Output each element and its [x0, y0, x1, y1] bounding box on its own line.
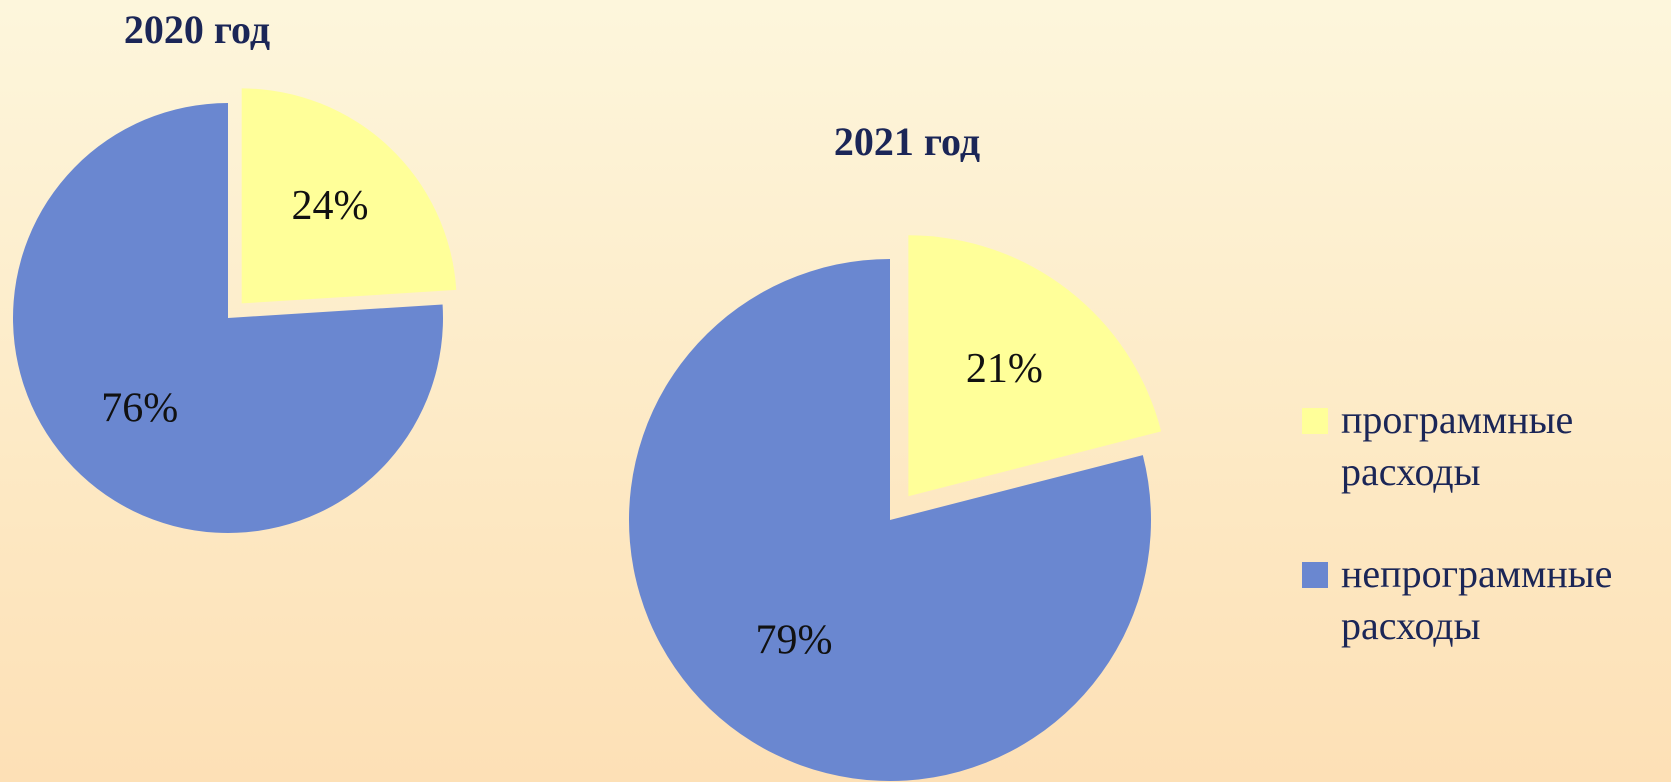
data-label: 21% [966, 346, 1043, 392]
legend-item: непрограммные расходы [1300, 548, 1660, 678]
legend-swatch [1302, 562, 1328, 588]
pie-slice [629, 259, 1151, 781]
legend-swatch [1302, 408, 1328, 434]
chart-title: 2021 год [834, 119, 980, 164]
legend-label: непрограммные расходы [1341, 551, 1613, 648]
pie-slice [908, 235, 1162, 497]
pie-slice [13, 103, 443, 533]
chart-title: 2020 год [124, 7, 270, 52]
legend-item: программные расходы [1300, 394, 1660, 524]
pie-slice [241, 88, 457, 304]
legend-label: программные расходы [1341, 397, 1574, 494]
data-label: 79% [756, 617, 833, 663]
data-label: 76% [101, 386, 178, 432]
legend: программные расходы непрограммные расходы [1300, 394, 1660, 702]
data-label: 24% [291, 183, 368, 229]
